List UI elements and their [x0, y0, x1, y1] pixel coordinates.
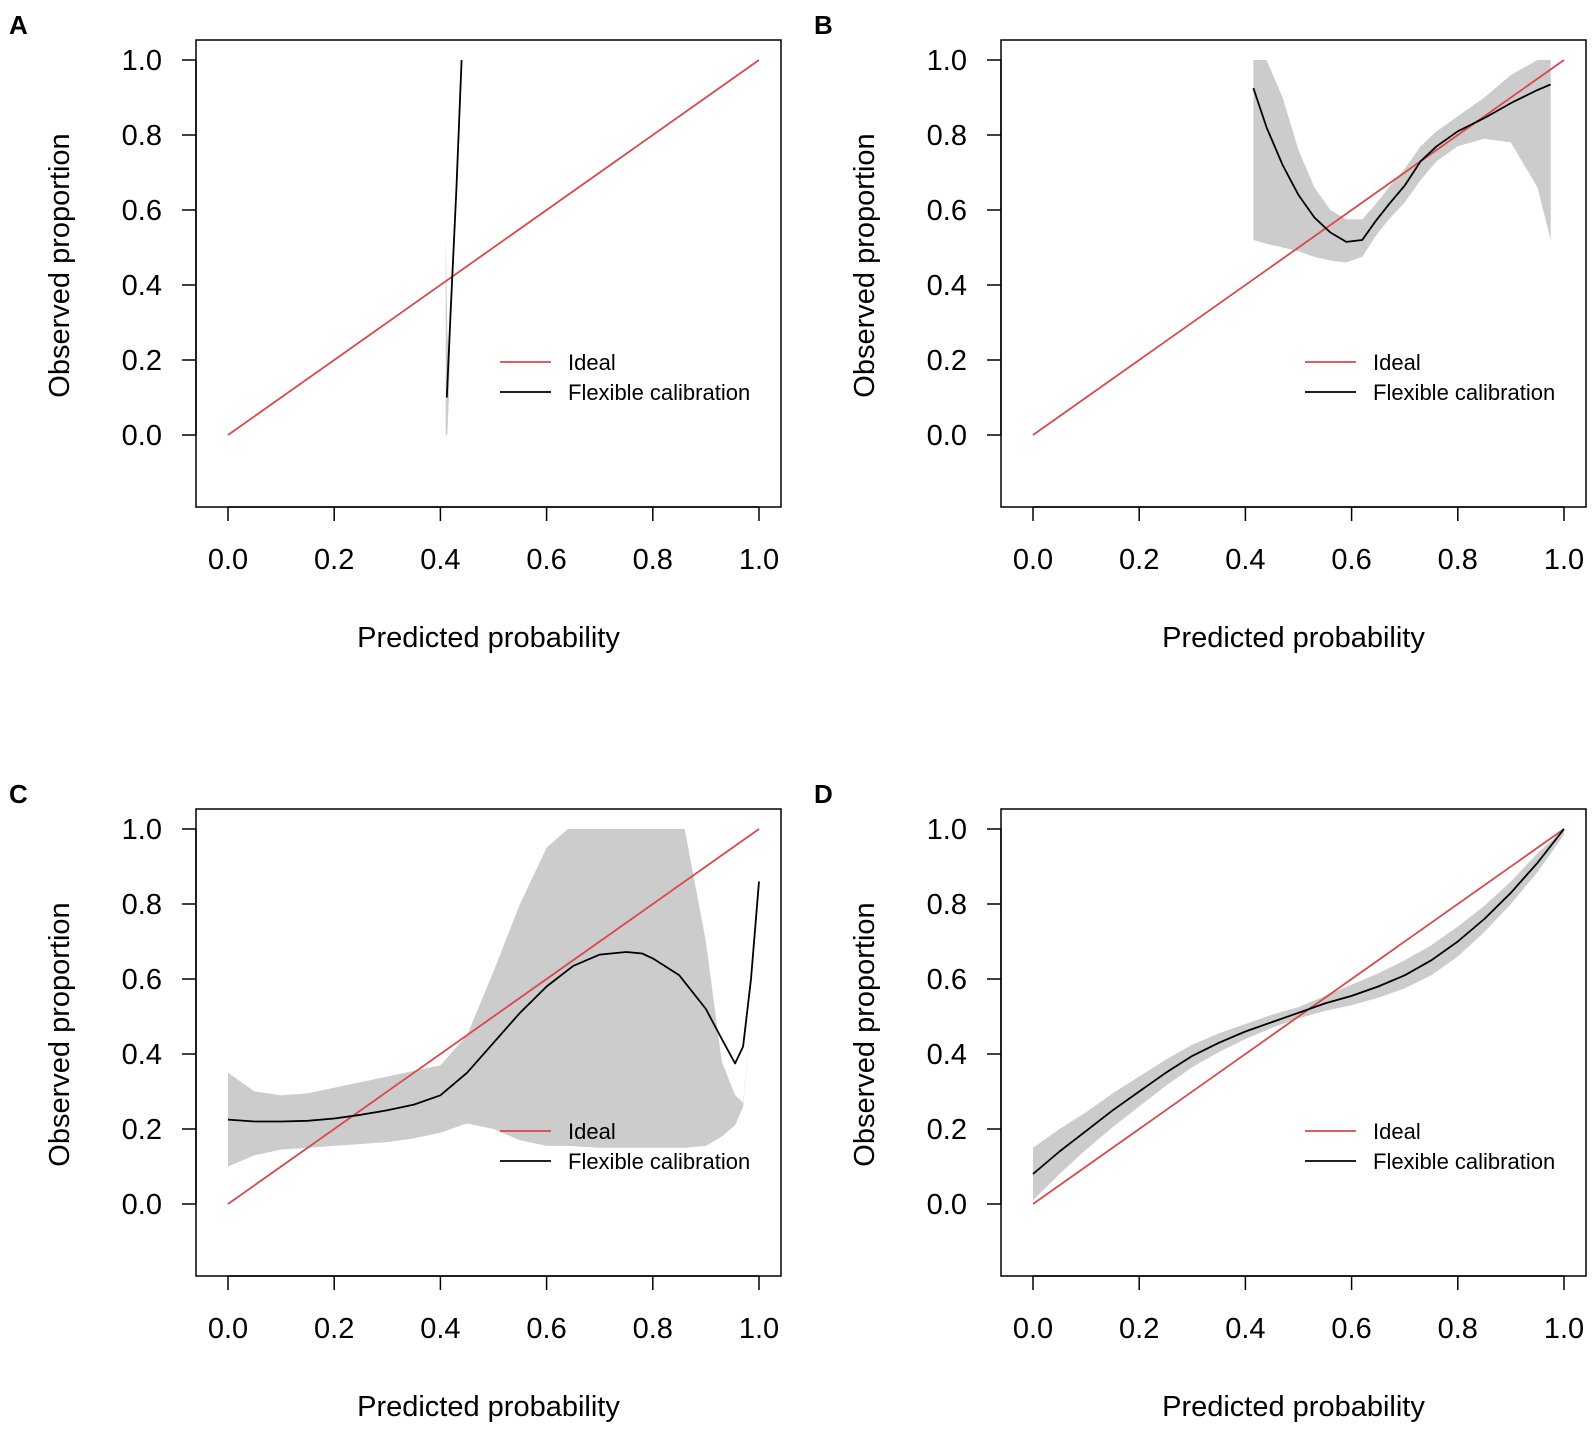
- panel-d-y-axis-title: Observed proportion: [849, 902, 881, 1166]
- panel-b-x-tick-label: 1.0: [1544, 544, 1584, 576]
- panel-d-y-tick-label: 0.0: [927, 1189, 967, 1221]
- panel-b-x-tick-label: 0.2: [1119, 544, 1159, 576]
- panel-a-y-axis-title: Observed proportion: [44, 133, 76, 397]
- panel-b-ideal-line: [1032, 59, 1565, 436]
- panel-b: B 0.0 0.2 0.4 0.6 0.8 1.0 0.0 0.2 0.4 0.6 0.8 1.0 Pre…: [814, 10, 1587, 654]
- panel-b-letter: B: [814, 10, 833, 40]
- panel-c-y-axis-title: Observed proportion: [44, 902, 76, 1166]
- panel-a-x-axis-title: Predicted probability: [357, 622, 620, 654]
- panel-d-flexible-calibration-line: [1032, 828, 1565, 1175]
- panel-a-legend: Ideal Flexible calibration: [500, 350, 750, 405]
- panel-d-y-tick-label: 0.4: [927, 1039, 967, 1071]
- panel-b-x-tick-label: 0.0: [1013, 544, 1053, 576]
- panel-a: A 0.0 0.2 0.4 0.6 0.8 1.0 0.0 0.2 0.4 0.6 0.8 1.0 Pre…: [9, 10, 782, 654]
- panel-c-x-tick-label: 0.8: [633, 1313, 673, 1345]
- panel-c-y-tick-label: 0.6: [122, 964, 162, 996]
- panel-c-legend-label: Flexible calibration: [568, 1149, 750, 1174]
- panel-d-x-tick-label: 0.6: [1331, 1313, 1371, 1345]
- panel-d-x-tick-label: 1.0: [1544, 1313, 1584, 1345]
- panel-b-y-tick-label: 0.6: [927, 195, 967, 227]
- panel-a-legend-label: Flexible calibration: [568, 380, 750, 405]
- panel-c-x-tick-label: 0.6: [526, 1313, 566, 1345]
- panel-c-flexible-calibration-line: [227, 881, 760, 1123]
- panel-c-y-tick-label: 0.2: [122, 1114, 162, 1146]
- panel-d-x-tick-label: 0.0: [1013, 1313, 1053, 1345]
- panel-d-x-tick-label: 0.2: [1119, 1313, 1159, 1345]
- panel-d-letter: D: [814, 779, 833, 809]
- panel-c-x-tick-label: 0.4: [420, 1313, 460, 1345]
- panel-b-y-tick-label: 0.8: [927, 120, 967, 152]
- panel-a-x-tick-label: 0.0: [208, 544, 248, 576]
- panel-b-confidence-band: [1253, 60, 1551, 263]
- panel-a-y-tick-label: 0.8: [122, 120, 162, 152]
- panel-b-x-tick-label: 0.6: [1331, 544, 1371, 576]
- panel-a-x-tick-label: 0.4: [420, 544, 460, 576]
- panel-b-y-tick-label: 0.2: [927, 345, 967, 377]
- panel-d-y-tick-label: 1.0: [927, 814, 967, 846]
- panel-c-y-tick-label: 0.0: [122, 1189, 162, 1221]
- panel-b-legend: Ideal Flexible calibration: [1305, 350, 1555, 405]
- panel-d-confidence-band: [1033, 829, 1564, 1201]
- panel-a-ideal-line: [227, 59, 760, 436]
- panel-a-y-tick-label: 0.4: [122, 270, 162, 302]
- panel-a-y-tick-label: 0.0: [122, 420, 162, 452]
- panel-d-legend-label: Ideal: [1373, 1119, 1421, 1144]
- panel-a-y-tick-label: 0.6: [122, 195, 162, 227]
- panel-b-flexible-calibration-line: [1252, 83, 1552, 243]
- panel-d-plot-frame: [1000, 808, 1587, 1277]
- panel-b-legend-label: Flexible calibration: [1373, 380, 1555, 405]
- panel-a-plot-frame: [195, 39, 782, 508]
- panel-b-x-axis-title: Predicted probability: [1162, 622, 1425, 654]
- panel-b-y-tick-label: 1.0: [927, 45, 967, 77]
- panel-c-x-tick-label: 0.0: [208, 1313, 248, 1345]
- panel-b-y-axis-title: Observed proportion: [849, 133, 881, 397]
- panel-d-x-axis-title: Predicted probability: [1162, 1391, 1425, 1423]
- panel-c-x-axis-title: Predicted probability: [357, 1391, 620, 1423]
- panel-a-x-tick-label: 0.6: [526, 544, 566, 576]
- panel-c: C 0.0 0.2 0.4 0.6 0.8 1.0 0.0 0.2 0.4 0.6 0.8 1.0 Pre…: [9, 779, 782, 1423]
- panel-c-x-tick-label: 0.2: [314, 1313, 354, 1345]
- panel-c-legend-label: Ideal: [568, 1119, 616, 1144]
- panel-d: D 0.0 0.2 0.4 0.6 0.8 1.0 0.0 0.2 0.4 0.6 0.8 1.0 Pre…: [814, 779, 1587, 1423]
- panel-a-flexible-calibration-line: [445, 59, 463, 398]
- panel-b-y-tick-label: 0.0: [927, 420, 967, 452]
- panel-a-legend-label: Ideal: [568, 350, 616, 375]
- panel-a-x-tick-label: 0.8: [633, 544, 673, 576]
- panel-a-letter: A: [9, 10, 28, 40]
- panel-a-y-tick-label: 0.2: [122, 345, 162, 377]
- panel-c-y-tick-label: 0.8: [122, 889, 162, 921]
- panel-d-y-tick-label: 0.2: [927, 1114, 967, 1146]
- panel-c-ideal-line: [227, 828, 760, 1205]
- panel-d-x-tick-label: 0.4: [1225, 1313, 1265, 1345]
- panel-d-y-tick-label: 0.8: [927, 889, 967, 921]
- panel-c-letter: C: [9, 779, 28, 809]
- panel-b-x-tick-label: 0.4: [1225, 544, 1265, 576]
- panel-d-legend-label: Flexible calibration: [1373, 1149, 1555, 1174]
- panel-c-x-tick-label: 1.0: [739, 1313, 779, 1345]
- panel-d-y-tick-label: 0.6: [927, 964, 967, 996]
- panel-d-legend: Ideal Flexible calibration: [1305, 1119, 1555, 1174]
- panel-a-y-tick-label: 1.0: [122, 45, 162, 77]
- panel-a-x-tick-label: 1.0: [739, 544, 779, 576]
- panel-c-legend: Ideal Flexible calibration: [500, 1119, 750, 1174]
- panel-c-y-tick-label: 1.0: [122, 814, 162, 846]
- panel-d-x-tick-label: 0.8: [1438, 1313, 1478, 1345]
- panel-b-y-tick-label: 0.4: [927, 270, 967, 302]
- panel-c-y-tick-label: 0.4: [122, 1039, 162, 1071]
- panel-d-ideal-line: [1032, 828, 1565, 1205]
- panel-b-x-tick-label: 0.8: [1438, 544, 1478, 576]
- panel-a-x-tick-label: 0.2: [314, 544, 354, 576]
- panel-c-confidence-band: [228, 829, 759, 1167]
- panel-b-legend-label: Ideal: [1373, 350, 1421, 375]
